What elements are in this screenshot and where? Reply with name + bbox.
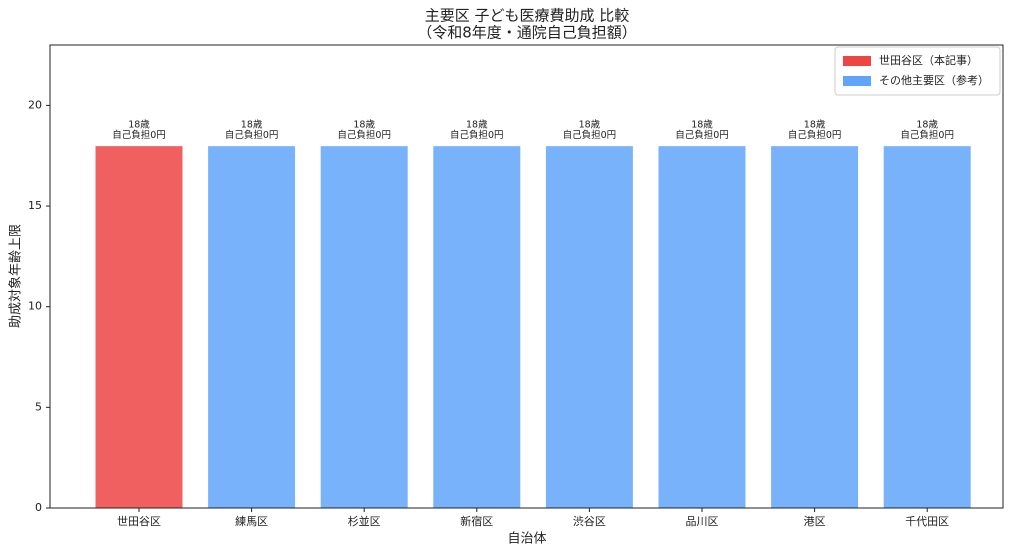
y-tick-label: 10 [28,300,42,313]
x-tick-label: 品川区 [686,515,719,528]
value-label: 18歳自己負担0円 [788,118,842,140]
bar [319,145,409,509]
chart-title: 主要区 子ども医療費助成 比較 [425,7,630,25]
x-tick-label: 世田谷区 [117,515,161,528]
x-axis-label: 自治体 [507,532,546,547]
value-label: 18歳自己負担0円 [563,118,617,140]
x-tick-label: 練馬区 [235,514,268,528]
bar [207,145,297,509]
y-tick-label: 15 [28,199,42,212]
legend-swatch [843,76,871,86]
bar [544,145,634,509]
value-label: 18歳自己負担0円 [675,118,729,140]
x-tick-label: 渋谷区 [573,515,606,528]
legend-swatch [843,56,871,66]
y-tick-label: 0 [35,501,42,514]
x-tick-label: 千代田区 [905,515,949,528]
legend-label: その他主要区（参考） [879,73,989,87]
y-tick-label: 20 [28,98,42,111]
value-label: 18歳自己負担0円 [337,118,391,140]
y-axis-label: 助成対象年齢上限 [9,224,24,328]
bar [770,145,860,509]
value-label: 18歳自己負担0円 [900,118,954,140]
bar [657,145,747,509]
bar [432,145,522,509]
y-tick-label: 5 [35,400,42,413]
value-label: 18歳自己負担0円 [225,118,279,140]
bar [882,145,972,509]
x-tick-label: 新宿区 [460,514,493,528]
legend-label: 世田谷区（本記事） [879,53,978,67]
value-label: 18歳自己負担0円 [450,118,504,140]
chart-subtitle: （令和8年度・通院自己負担額） [417,24,637,42]
bar [94,145,184,509]
legend-box [834,46,1001,96]
value-label: 18歳自己負担0円 [112,118,166,140]
x-tick-label: 杉並区 [348,514,381,528]
x-tick-label: 港区 [804,515,826,528]
plot-frame [49,44,1004,509]
